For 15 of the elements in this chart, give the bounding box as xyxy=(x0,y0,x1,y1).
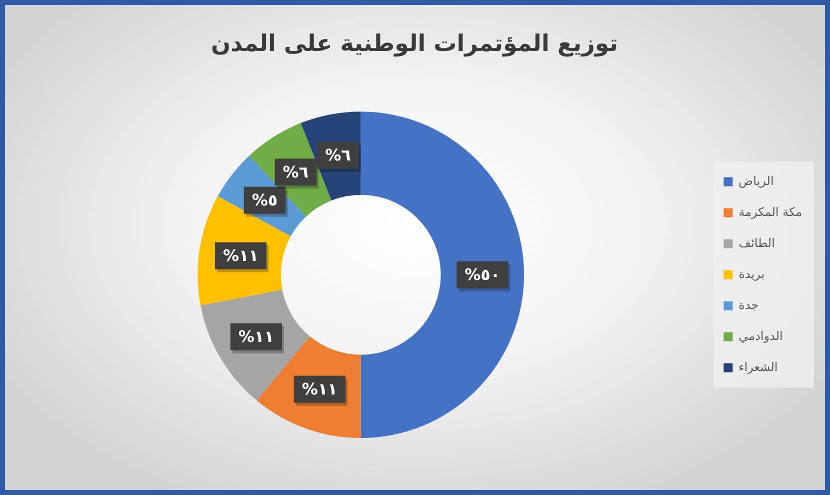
legend-label: بريدة xyxy=(738,266,765,281)
data-label: %١١ xyxy=(238,326,274,346)
legend-label: مكة المكرمة xyxy=(738,204,802,219)
legend-label: الشعراء xyxy=(738,360,778,374)
data-label: %٦ xyxy=(325,146,352,165)
chart-title: توزيع المؤتمرات الوطنية على المدن xyxy=(211,30,618,57)
data-label: %٥٠ xyxy=(464,264,500,284)
legend-label: الطائف xyxy=(738,236,775,250)
data-label: %١١ xyxy=(302,379,338,398)
legend-label: الرياض xyxy=(738,174,774,188)
legend-label: جدة xyxy=(738,298,759,312)
data-label: %٥ xyxy=(252,190,278,210)
data-label: %١١ xyxy=(222,246,259,265)
legend-label: الدوادمي xyxy=(738,328,783,343)
data-label: %٦ xyxy=(282,162,309,182)
